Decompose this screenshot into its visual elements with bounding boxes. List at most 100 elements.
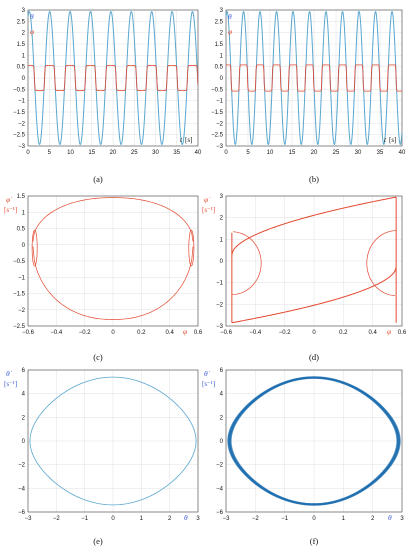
chart-panel-b: 0 5 10 15 20 25 30 35 40 −3 −2.5 −2 −1.5 −1 −0.5 0 0.5 1 1… <box>211 8 406 156</box>
theta-series-line <box>27 11 199 145</box>
y-tick-label: 4 <box>220 392 224 398</box>
x-tick-label: −0.2 <box>279 330 292 336</box>
y-tick-label: −0.5 <box>211 87 224 93</box>
edge-loop <box>31 229 38 267</box>
y-tick-label: −1 <box>216 281 224 287</box>
x-tick-label: 1 <box>342 516 346 522</box>
x-tick-label: 3 <box>400 516 404 522</box>
x-tick-label: 5 <box>246 150 250 156</box>
left-lobe <box>231 231 262 295</box>
x-tick-label: 10 <box>67 150 74 156</box>
x-tick-label: 20 <box>311 150 318 156</box>
x-tick-label: 35 <box>377 150 384 156</box>
y-tick-label: 0 <box>220 259 224 265</box>
x-tick-label: 30 <box>355 150 362 156</box>
x-tick-label: 40 <box>399 150 406 156</box>
y-tick-label: 4 <box>22 392 26 398</box>
caption-b: (b) <box>309 174 319 184</box>
x-tick-label: −3 <box>25 516 33 522</box>
y-axis-label: φ̇ <box>6 195 13 204</box>
chart-panel-f: −3 −2 −1 0 1 2 3 −6 −4 −2 0 2 4 6 θ̇ [s⁻¹] θ <box>202 368 404 522</box>
phi-series-label: φ <box>30 27 34 36</box>
phi-series-line <box>27 65 199 91</box>
phase-orbit <box>230 377 398 505</box>
plot-frame <box>27 195 199 327</box>
y-tick-label: 2 <box>220 216 224 222</box>
y-axis-label: θ̇ <box>6 369 13 378</box>
x-axis-label: t <box>180 135 183 144</box>
x-tick-label: 0.4 <box>368 330 377 336</box>
y-tick-label: 1 <box>220 237 224 243</box>
y-tick-label: −2.5 <box>13 133 26 139</box>
y-tick-label: −2 <box>216 121 224 127</box>
y-tick-label: −1 <box>18 99 26 105</box>
y-tick-label: 1.5 <box>215 42 224 48</box>
x-tick-label: 0 <box>111 330 115 336</box>
y-tick-label: 6 <box>22 368 26 374</box>
y-tick-label: 2 <box>220 31 224 37</box>
y-tick-label: −1 <box>216 99 224 105</box>
x-axis-label: φ <box>183 327 187 336</box>
x-tick-label: 0.6 <box>398 330 407 336</box>
y-tick-label: −2 <box>18 463 26 469</box>
y-tick-label: −1 <box>18 275 26 281</box>
y-tick-label: 0.5 <box>17 227 26 233</box>
phase-upper-branch <box>231 196 397 255</box>
x-tick-label: 3 <box>196 516 200 522</box>
y-tick-label: −2.5 <box>13 324 26 330</box>
theta-series-label: θ <box>228 12 232 21</box>
x-tick-label: 0 <box>111 516 115 522</box>
y-tick-label: 1.5 <box>17 42 26 48</box>
y-tick-label: −1.5 <box>211 110 224 116</box>
x-tick-label: 5 <box>48 150 52 156</box>
phase-lower-branch <box>231 267 397 324</box>
x-axis-label: t <box>384 135 387 144</box>
x-tick-label: 30 <box>152 150 159 156</box>
y-tick-label: 2.5 <box>215 19 224 25</box>
y-tick-label: −2 <box>216 302 224 308</box>
x-tick-label: −0.4 <box>50 330 63 336</box>
x-axis-label: θ <box>184 513 188 522</box>
y-tick-label: 0 <box>22 243 26 249</box>
caption-c: (c) <box>93 352 103 362</box>
phase-orbit <box>29 376 197 506</box>
y-tick-label: 2 <box>220 415 224 421</box>
x-axis-label: φ <box>387 327 391 336</box>
y-axis-label: θ̇ <box>204 369 211 378</box>
y-tick-label: 0 <box>22 439 26 445</box>
phi-series-line <box>225 64 403 92</box>
x-axis-unit: [s] <box>185 136 192 144</box>
x-tick-label: 1 <box>140 516 144 522</box>
chart-panel-d: −0.6 −0.4 −0.2 0 0.2 0.4 0.6 −3 −2 −1 0 1 2 3 φ̇ [s⁻¹] φ <box>202 194 407 336</box>
caption-a: (a) <box>93 174 103 184</box>
x-tick-label: 0 <box>312 330 316 336</box>
y-tick-label: −3 <box>216 324 224 330</box>
x-tick-label: −3 <box>223 516 231 522</box>
y-tick-label: 0 <box>22 76 26 82</box>
y-tick-label: 1 <box>220 53 224 59</box>
y-tick-label: −0.5 <box>13 259 26 265</box>
y-tick-label: 2.5 <box>17 19 26 25</box>
plot-frame <box>225 9 403 147</box>
y-tick-label: 0.5 <box>215 65 224 71</box>
x-tick-label: −0.6 <box>220 330 233 336</box>
y-axis-unit: [s⁻¹] <box>4 380 17 388</box>
y-tick-label: −1.5 <box>13 110 26 116</box>
x-tick-label: −0.6 <box>22 330 35 336</box>
right-lobe <box>366 230 397 296</box>
x-tick-label: −2 <box>252 516 260 522</box>
x-tick-label: 20 <box>110 150 117 156</box>
theta-series-label: θ <box>30 12 34 21</box>
x-tick-label: 0.6 <box>194 330 203 336</box>
x-tick-label: −1 <box>81 516 89 522</box>
chart-panel-c: −0.6 −0.4 −0.2 0 0.2 0.4 0.6 −2.5 −2 −1.5 −1 −0.5 0 0… <box>4 194 203 336</box>
y-tick-label: −2 <box>18 121 26 127</box>
phase-lower-branch <box>32 246 194 320</box>
chart-panel-e: −3 −2 −1 0 1 2 3 −6 −4 −2 0 2 4 6 θ̇ [s⁻¹] θ <box>4 368 200 522</box>
x-tick-label: 25 <box>131 150 138 156</box>
x-tick-label: 0 <box>224 150 228 156</box>
phi-series-label: φ <box>228 27 232 36</box>
y-tick-label: 2 <box>22 31 26 37</box>
y-tick-label: −0.5 <box>13 87 26 93</box>
plot-frame <box>225 369 403 513</box>
